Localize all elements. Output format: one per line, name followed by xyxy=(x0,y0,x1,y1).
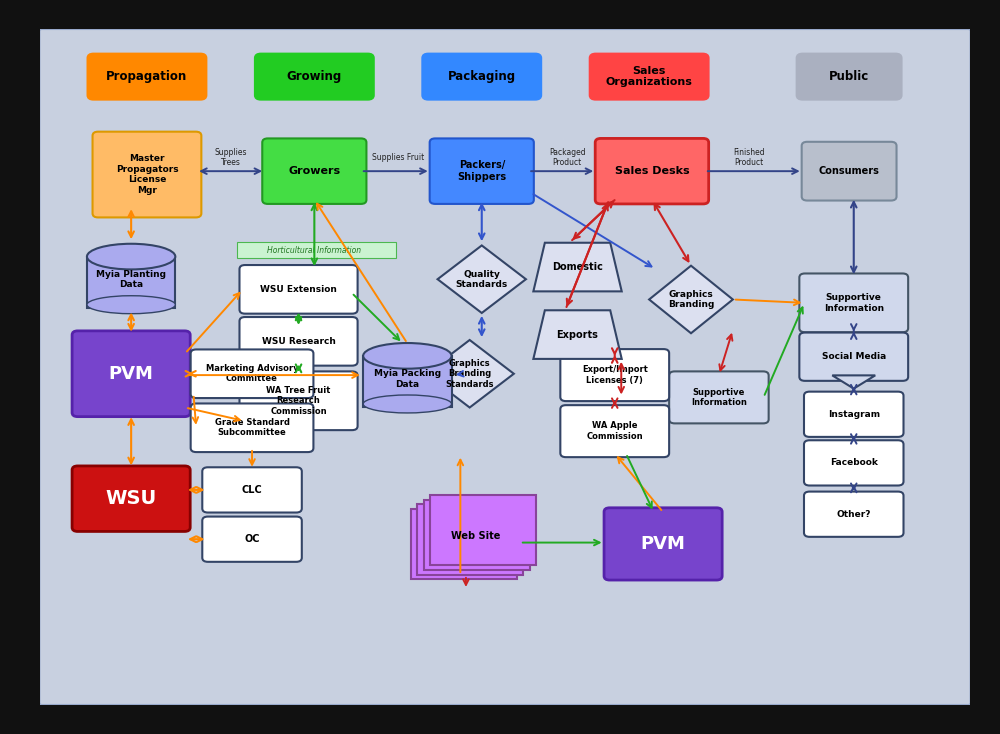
Text: Sales
Organizations: Sales Organizations xyxy=(606,66,693,87)
Text: Social Media: Social Media xyxy=(822,352,886,361)
Polygon shape xyxy=(533,310,622,359)
Text: Domestic: Domestic xyxy=(552,262,603,272)
Text: Packers/
Shippers: Packers/ Shippers xyxy=(457,160,506,182)
FancyBboxPatch shape xyxy=(604,508,722,580)
Text: Consumers: Consumers xyxy=(819,166,880,176)
Text: WSU: WSU xyxy=(106,489,157,508)
Text: Grade Standard
Subcommittee: Grade Standard Subcommittee xyxy=(215,418,290,437)
FancyBboxPatch shape xyxy=(239,265,358,313)
Text: Growing: Growing xyxy=(287,70,342,83)
Ellipse shape xyxy=(87,296,175,313)
Ellipse shape xyxy=(363,395,452,413)
Text: PVM: PVM xyxy=(109,365,154,382)
Text: WSU Extension: WSU Extension xyxy=(260,285,337,294)
FancyBboxPatch shape xyxy=(363,356,452,407)
Text: Propagation: Propagation xyxy=(106,70,188,83)
Text: WA Tree Fruit
Research
Commission: WA Tree Fruit Research Commission xyxy=(266,386,331,415)
FancyBboxPatch shape xyxy=(39,29,971,705)
Polygon shape xyxy=(438,245,526,313)
FancyBboxPatch shape xyxy=(590,54,708,99)
FancyBboxPatch shape xyxy=(804,492,904,537)
Text: Myia Packing
Data: Myia Packing Data xyxy=(374,369,441,388)
FancyBboxPatch shape xyxy=(423,54,541,99)
Text: Sales Desks: Sales Desks xyxy=(615,166,689,176)
FancyBboxPatch shape xyxy=(262,139,366,204)
FancyBboxPatch shape xyxy=(430,139,534,204)
Text: Other?: Other? xyxy=(837,509,871,519)
Text: WA Apple
Commission: WA Apple Commission xyxy=(586,421,643,441)
Text: Web Site: Web Site xyxy=(451,531,500,541)
Text: CLC: CLC xyxy=(242,485,262,495)
Text: Export/Import
Licenses (7): Export/Import Licenses (7) xyxy=(582,366,648,385)
FancyBboxPatch shape xyxy=(72,331,190,417)
Text: Growers: Growers xyxy=(288,166,340,176)
Text: Horticultural Information: Horticultural Information xyxy=(267,247,361,255)
FancyBboxPatch shape xyxy=(560,349,669,401)
FancyBboxPatch shape xyxy=(802,142,897,200)
FancyBboxPatch shape xyxy=(411,509,517,579)
Text: Instagram: Instagram xyxy=(828,410,880,419)
FancyBboxPatch shape xyxy=(424,500,530,570)
Polygon shape xyxy=(832,375,875,388)
Text: PVM: PVM xyxy=(641,535,686,553)
Ellipse shape xyxy=(363,343,452,368)
FancyBboxPatch shape xyxy=(430,495,536,565)
Text: Myia Planting
Data: Myia Planting Data xyxy=(96,270,166,289)
FancyBboxPatch shape xyxy=(87,257,175,308)
Text: Finished
Product: Finished Product xyxy=(733,148,764,167)
Text: Master
Propagators
License
Mgr: Master Propagators License Mgr xyxy=(116,154,178,195)
FancyBboxPatch shape xyxy=(237,242,396,258)
Text: Supplies
Trees: Supplies Trees xyxy=(214,148,247,167)
FancyBboxPatch shape xyxy=(799,274,908,333)
Text: Facebook: Facebook xyxy=(830,459,878,468)
Text: Public: Public xyxy=(829,70,869,83)
Text: OC: OC xyxy=(244,534,260,544)
FancyBboxPatch shape xyxy=(72,466,190,531)
Text: WSU Research: WSU Research xyxy=(262,337,335,346)
Text: Supplies Fruit: Supplies Fruit xyxy=(372,153,424,162)
FancyBboxPatch shape xyxy=(239,371,358,430)
FancyBboxPatch shape xyxy=(93,131,201,217)
Text: Supportive
Information: Supportive Information xyxy=(691,388,747,407)
FancyBboxPatch shape xyxy=(417,504,523,575)
FancyBboxPatch shape xyxy=(239,317,358,366)
FancyBboxPatch shape xyxy=(797,54,901,99)
FancyBboxPatch shape xyxy=(191,404,313,452)
Text: Quality
Standards: Quality Standards xyxy=(456,269,508,289)
FancyBboxPatch shape xyxy=(804,392,904,437)
FancyBboxPatch shape xyxy=(255,54,373,99)
Text: Marketing Advisory
Committee: Marketing Advisory Committee xyxy=(206,364,298,383)
Ellipse shape xyxy=(87,244,175,269)
FancyBboxPatch shape xyxy=(202,468,302,512)
Polygon shape xyxy=(533,243,622,291)
FancyBboxPatch shape xyxy=(595,139,709,204)
Text: Exports: Exports xyxy=(557,330,598,340)
FancyBboxPatch shape xyxy=(804,440,904,485)
FancyBboxPatch shape xyxy=(669,371,769,424)
FancyBboxPatch shape xyxy=(88,54,206,99)
FancyBboxPatch shape xyxy=(202,517,302,562)
Text: Graphics
Branding: Graphics Branding xyxy=(668,290,714,309)
Polygon shape xyxy=(649,266,733,333)
Text: Supportive
Information: Supportive Information xyxy=(824,293,884,313)
Text: Packaged
Product: Packaged Product xyxy=(549,148,586,167)
FancyBboxPatch shape xyxy=(191,349,313,398)
Polygon shape xyxy=(425,340,514,407)
FancyBboxPatch shape xyxy=(560,405,669,457)
Text: Packaging: Packaging xyxy=(448,70,516,83)
Text: Graphics
Branding
Standards: Graphics Branding Standards xyxy=(445,359,494,388)
FancyBboxPatch shape xyxy=(799,333,908,381)
